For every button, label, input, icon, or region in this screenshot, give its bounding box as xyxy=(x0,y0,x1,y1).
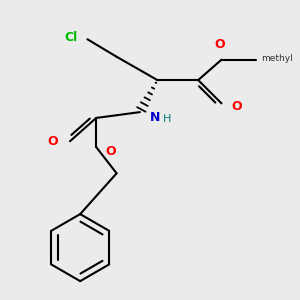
Text: O: O xyxy=(105,145,116,158)
Text: O: O xyxy=(232,100,242,113)
Text: O: O xyxy=(48,135,58,148)
Text: Cl: Cl xyxy=(64,31,77,44)
Text: O: O xyxy=(215,38,225,51)
Text: H: H xyxy=(163,114,172,124)
Text: methyl: methyl xyxy=(261,54,292,63)
Text: N: N xyxy=(150,111,160,124)
